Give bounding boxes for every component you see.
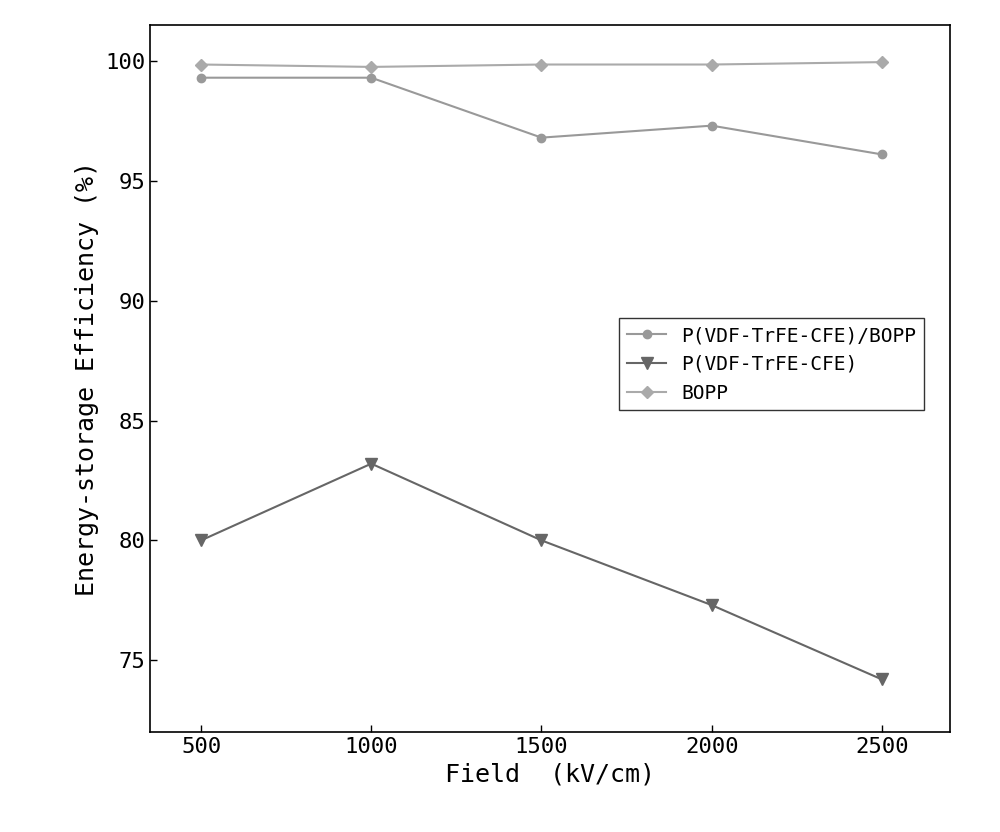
BOPP [535, 60, 547, 70]
Legend: P(VDF-TrFE-CFE)/BOPP, P(VDF-TrFE-CFE), BOPP: P(VDF-TrFE-CFE)/BOPP, P(VDF-TrFE-CFE), B… [619, 319, 924, 410]
P(VDF-TrFE-CFE)/BOPP [706, 121, 718, 131]
Y-axis label: Energy-storage Efficiency (%): Energy-storage Efficiency (%) [75, 161, 99, 596]
P(VDF-TrFE-CFE) [535, 535, 547, 545]
P(VDF-TrFE-CFE) [195, 535, 207, 545]
P(VDF-TrFE-CFE)/BOPP [535, 132, 547, 142]
P(VDF-TrFE-CFE)/BOPP [876, 150, 888, 160]
Line: P(VDF-TrFE-CFE)/BOPP: P(VDF-TrFE-CFE)/BOPP [197, 73, 886, 159]
P(VDF-TrFE-CFE) [706, 600, 718, 610]
P(VDF-TrFE-CFE) [876, 675, 888, 685]
P(VDF-TrFE-CFE) [365, 458, 377, 468]
P(VDF-TrFE-CFE)/BOPP [365, 72, 377, 82]
BOPP [706, 60, 718, 70]
BOPP [365, 62, 377, 72]
P(VDF-TrFE-CFE)/BOPP [195, 72, 207, 82]
BOPP [876, 57, 888, 67]
BOPP [195, 60, 207, 70]
Line: BOPP: BOPP [197, 58, 886, 71]
Line: P(VDF-TrFE-CFE): P(VDF-TrFE-CFE) [195, 458, 888, 686]
X-axis label: Field  (kV/cm): Field (kV/cm) [445, 763, 655, 786]
